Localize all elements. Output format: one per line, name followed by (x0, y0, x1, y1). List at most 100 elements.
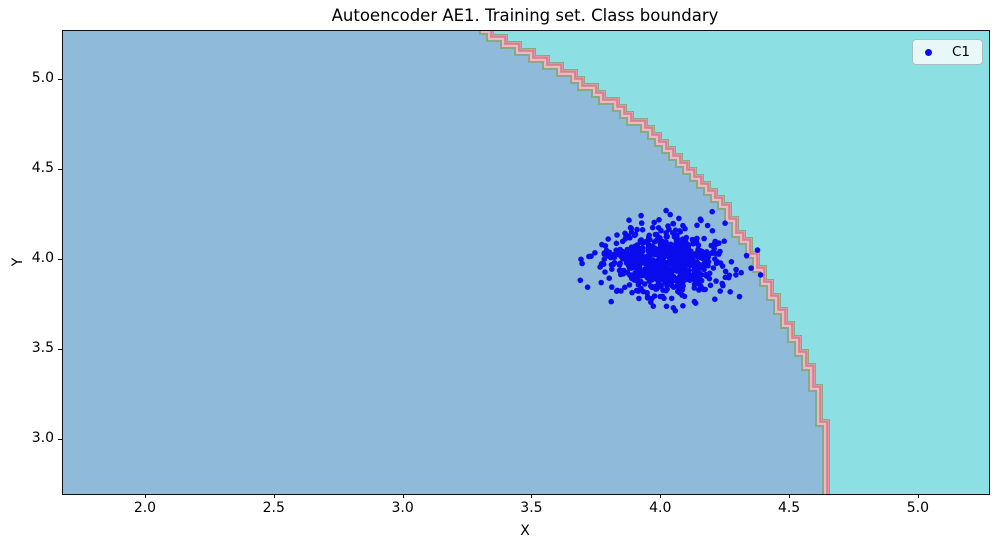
scatter-point (608, 298, 614, 305)
scatter-point (694, 222, 700, 229)
scatter-point (659, 274, 665, 281)
scatter-point (638, 273, 644, 279)
scatter-point (656, 217, 662, 223)
scatter-point (609, 266, 615, 272)
y-tick-label: 4.0 (31, 249, 54, 266)
scatter-point (701, 235, 707, 242)
scatter-point (644, 293, 651, 300)
legend[interactable]: C1 (911, 39, 983, 65)
scatter-point (636, 295, 642, 302)
x-axis-label: X (520, 523, 530, 539)
scatter-point (610, 261, 617, 268)
legend-marker-icon (924, 48, 932, 56)
scatter-point (649, 249, 655, 256)
scatter-point (605, 236, 611, 242)
x-tick-mark (144, 494, 146, 498)
scatter-point (711, 246, 717, 252)
scatter-point (669, 269, 675, 275)
scatter-point (712, 238, 718, 245)
scatter-point (592, 250, 598, 256)
scatter-point (674, 282, 680, 289)
scatter-point (680, 303, 686, 309)
scatter-point (736, 293, 743, 300)
y-tick-label: 3.0 (31, 429, 54, 446)
scatter-point (686, 267, 692, 274)
boundary-band-core (490, 31, 829, 494)
y-tick-mark (58, 168, 62, 170)
scatter-point (664, 244, 671, 250)
scatter-point (626, 217, 632, 223)
x-tick-label: 5.0 (906, 500, 930, 516)
scatter-point (600, 261, 607, 267)
scatter-point (683, 250, 689, 256)
scatter-point (639, 227, 646, 233)
y-tick-label: 5.0 (31, 69, 54, 86)
plot-area[interactable]: C1 (62, 30, 990, 495)
scatter-point (668, 295, 675, 302)
scatter-point (694, 235, 700, 242)
scatter-point (657, 293, 663, 300)
scatter-point (679, 276, 685, 283)
scatter-point (619, 269, 626, 275)
scatter-point (710, 265, 717, 271)
scatter-point (659, 259, 665, 265)
scatter-point (664, 263, 670, 269)
scatter-point (721, 238, 727, 244)
scatter-point (602, 269, 608, 275)
scatter-point (670, 305, 677, 311)
scatter-point (649, 258, 656, 265)
scatter-point (717, 260, 724, 266)
scatter-point (626, 282, 633, 288)
scatter-point (667, 211, 673, 218)
scatter-point (698, 284, 705, 291)
x-tick-mark (917, 494, 919, 498)
scatter-point (757, 272, 764, 278)
scatter-point (691, 281, 698, 288)
scatter-point (672, 227, 679, 233)
scatter-point (578, 256, 584, 263)
scatter-point (696, 272, 703, 278)
scatter-point (633, 263, 639, 269)
scatter-point (629, 289, 635, 296)
y-tick-mark (58, 348, 62, 350)
scatter-point (659, 246, 665, 252)
scatter-point (644, 267, 650, 274)
scatter-point (601, 251, 608, 257)
chart-title: Autoencoder AE1. Training set. Class bou… (331, 6, 719, 25)
scatter-point (707, 282, 714, 289)
scatter-point (624, 269, 631, 276)
scatter-point (641, 258, 647, 264)
scatter-point (702, 259, 709, 265)
scatter-point (650, 303, 657, 310)
scatter-point (613, 288, 620, 295)
scatter-point (733, 272, 739, 278)
scatter-point (633, 287, 640, 294)
scatter-point (706, 270, 713, 277)
scatter-point (651, 239, 658, 245)
scatter-point (606, 249, 613, 256)
scatter-point (611, 251, 617, 258)
scatter-point (733, 266, 739, 273)
scatter-point (624, 246, 631, 253)
scatter-point (686, 242, 692, 248)
x-tick-mark (660, 494, 662, 498)
scatter-point (653, 268, 660, 274)
scatter-point (674, 246, 681, 253)
scatter-point (577, 277, 584, 284)
scatter-point (738, 269, 744, 276)
scatter-point (676, 215, 682, 222)
scatter-point (688, 248, 694, 254)
scatter-point (657, 235, 663, 241)
x-tick-mark (402, 494, 404, 498)
scatter-point (727, 289, 733, 295)
scatter-point (677, 238, 684, 245)
scatter-point (682, 225, 688, 232)
scatter-point (708, 250, 715, 256)
scatter-point (644, 274, 651, 281)
scatter-point (643, 238, 650, 245)
scatter-point (638, 285, 644, 292)
scatter-point (613, 240, 620, 247)
scatter-point (664, 233, 670, 240)
scatter-point (693, 250, 700, 257)
scatter-point (701, 250, 708, 257)
